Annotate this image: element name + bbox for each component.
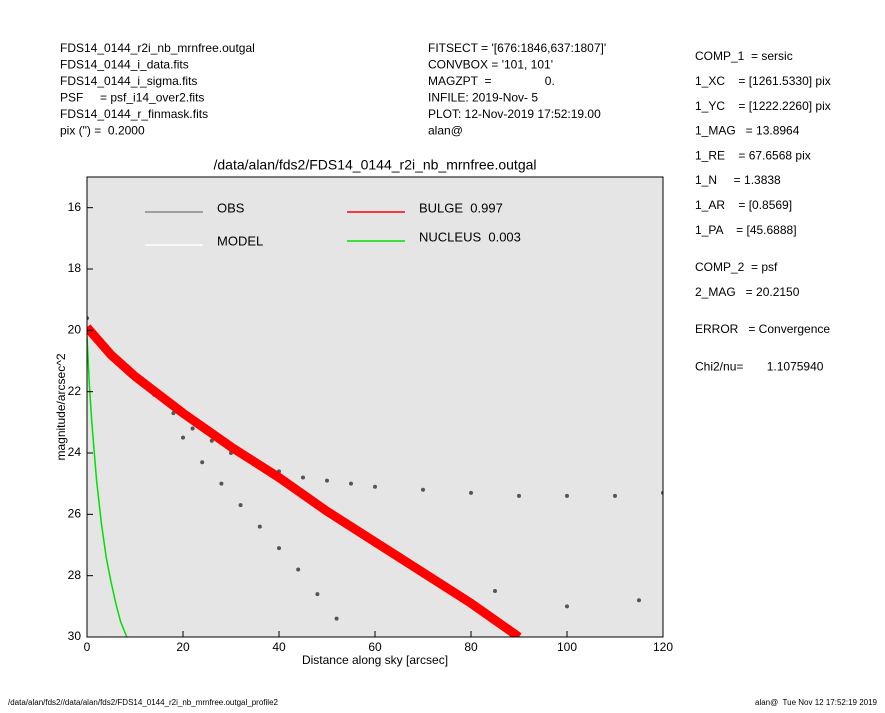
header-right-line: COMP_2 = psf (695, 260, 778, 274)
chart-title: /data/alan/fds2/FDS14_0144_r2i_nb_mrnfre… (214, 157, 537, 173)
header-right-line: 1_XC = [1261.5330] pix (695, 74, 831, 88)
header-middle-line: MAGZPT = 0. (428, 74, 555, 88)
header-right-line: 1_RE = 67.6568 pix (695, 148, 811, 162)
footer-right: alan@ Tue Nov 12 17:52:19 2019 (755, 698, 878, 707)
header-right-line: COMP_1 = sersic (695, 49, 793, 63)
obs-point (469, 490, 473, 495)
series-line (87, 324, 522, 637)
x-axis-label: Distance along sky [arcsec] (302, 653, 448, 667)
plot-background (87, 177, 663, 637)
obs-point (200, 460, 205, 465)
header-right-line: 1_MAG = 13.8964 (695, 124, 800, 138)
header-middle-line: CONVBOX = '101, 101' (428, 58, 553, 72)
header-left-line: FDS14_0144_r_finmask.fits (60, 107, 208, 121)
obs-point (517, 493, 521, 498)
obs-point (277, 546, 281, 551)
obs-point (565, 493, 569, 498)
x-tick-label: 0 (84, 640, 91, 654)
header-left-line: FDS14_0144_i_sigma.fits (60, 74, 197, 88)
obs-point (315, 592, 320, 597)
x-tick-label: 20 (176, 640, 190, 654)
plot-data (87, 316, 663, 637)
obs-point (565, 604, 569, 609)
header-right-line: ERROR = Convergence (695, 322, 830, 336)
header-right-line: 2_MAG = 20.2150 (695, 285, 800, 299)
x-tick-label: 80 (464, 640, 478, 654)
y-tick-label: 26 (68, 507, 82, 521)
obs-point (349, 481, 353, 486)
obs-point (181, 435, 185, 440)
x-tick-label: 60 (368, 640, 382, 654)
legend-label: BULGE 0.997 (419, 200, 503, 215)
header-right-line: 1_AR = [0.8569] (695, 198, 792, 212)
header-left-line: FDS14_0144_r2i_nb_mrnfree.outgal (60, 41, 255, 55)
obs-point (257, 524, 262, 529)
y-tick-label: 22 (68, 384, 82, 398)
header-middle-line: INFILE: 2019-Nov- 5 (428, 91, 538, 105)
footer-left: /data/alan/fds2//data/alan/fds2/FDS14_01… (8, 698, 279, 707)
header-right-line: 1_N = 1.3838 (695, 173, 781, 187)
x-tick-label: 40 (272, 640, 286, 654)
legend-label: OBS (217, 200, 245, 215)
header-middle-line: FITSECT = '[676:1846,637:1807]' (428, 41, 606, 55)
header-middle-line: alan@ (428, 124, 463, 138)
obs-point (334, 616, 339, 621)
obs-point (190, 426, 195, 431)
header-right-line: 1_PA = [45.6888] (695, 223, 797, 237)
obs-point (301, 475, 305, 480)
header-left-line: pix (") = 0.2000 (60, 124, 145, 138)
x-tick-label: 120 (653, 640, 673, 654)
header-left-line: FDS14_0144_i_data.fits (60, 58, 189, 72)
obs-point (421, 487, 425, 492)
y-tick-label: 28 (68, 568, 82, 582)
series-line (87, 336, 128, 637)
x-tick-label: 100 (557, 640, 577, 654)
obs-point (493, 589, 497, 593)
legend-label: MODEL (217, 233, 263, 248)
y-tick-label: 16 (68, 200, 82, 214)
y-tick-label: 20 (68, 323, 82, 337)
y-tick-label: 18 (68, 261, 82, 275)
obs-point (613, 493, 617, 498)
obs-point (238, 503, 243, 508)
y-tick-label: 24 (68, 445, 82, 459)
header-right-line: 1_YC = [1222.2260] pix (695, 99, 831, 113)
obs-point (219, 481, 224, 486)
obs-point (296, 567, 301, 572)
legend-label: NUCLEUS 0.003 (419, 229, 521, 244)
y-axis-label: magnitude/arcsec^2 (54, 353, 68, 460)
obs-point (637, 598, 641, 603)
y-tick-label: 30 (68, 629, 82, 643)
obs-point (373, 484, 377, 489)
header-middle-line: PLOT: 12-Nov-2019 17:52:19.00 (428, 107, 601, 121)
obs-point (209, 438, 214, 443)
header-right-line: Chi2/nu= 1.1075940 (695, 359, 824, 373)
obs-point (325, 478, 329, 483)
header-left-line: PSF = psf_i14_over2.fits (60, 91, 204, 105)
